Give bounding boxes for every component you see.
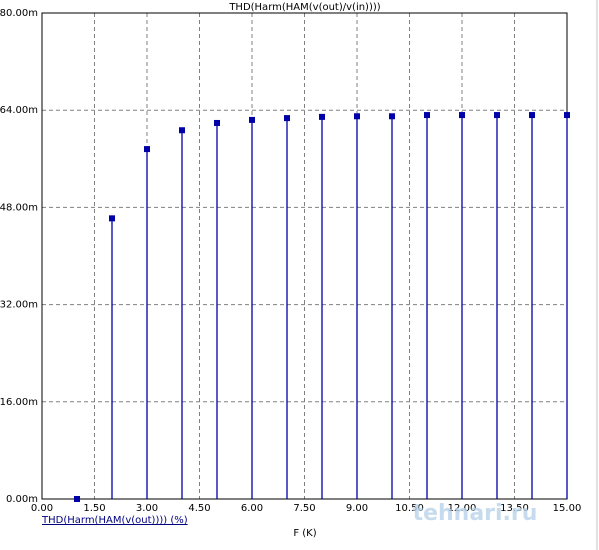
y-tick-label: 0.00m — [6, 494, 38, 505]
x-tick-label: 3.00 — [136, 503, 158, 514]
marker — [74, 496, 80, 502]
marker — [109, 215, 115, 222]
x-tick-label: 13.50 — [500, 503, 529, 514]
marker — [179, 127, 185, 134]
marker — [354, 113, 360, 120]
legend: THD(Harm(HAM(v(out)))) (%) — [41, 515, 188, 526]
marker — [494, 112, 500, 119]
y-tick-label: 32.00m — [0, 300, 38, 311]
x-tick-label: 9.00 — [346, 503, 368, 514]
marker — [529, 112, 535, 119]
x-tick-label: 10.50 — [395, 503, 424, 514]
marker — [144, 146, 150, 153]
chart-title: THD(Harm(HAM(v(out)/v(in)))) — [228, 2, 380, 13]
y-tick-label: 16.00m — [0, 397, 38, 408]
x-tick-label: 15.00 — [553, 503, 582, 514]
marker — [424, 112, 430, 119]
y-tick-label: 48.00m — [0, 202, 38, 213]
x-tick-label: 0.00 — [31, 503, 53, 514]
marker — [459, 112, 465, 119]
x-tick-label: 7.50 — [293, 503, 315, 514]
marker — [249, 116, 255, 123]
marker — [214, 119, 220, 126]
marker — [564, 112, 570, 119]
x-tick-label: 4.50 — [188, 503, 210, 514]
marker — [284, 115, 290, 122]
y-tick-label: 80.00m — [0, 8, 38, 19]
y-tick-label: 64.00m — [0, 105, 38, 116]
watermark: tehnari.ru — [413, 501, 538, 526]
x-tick-label: 6.00 — [241, 503, 263, 514]
marker — [389, 113, 395, 120]
x-axis-label: F (K) — [293, 528, 316, 539]
marker — [319, 113, 325, 120]
x-tick-label: 12.00 — [448, 503, 477, 514]
x-tick-label: 1.50 — [83, 503, 105, 514]
